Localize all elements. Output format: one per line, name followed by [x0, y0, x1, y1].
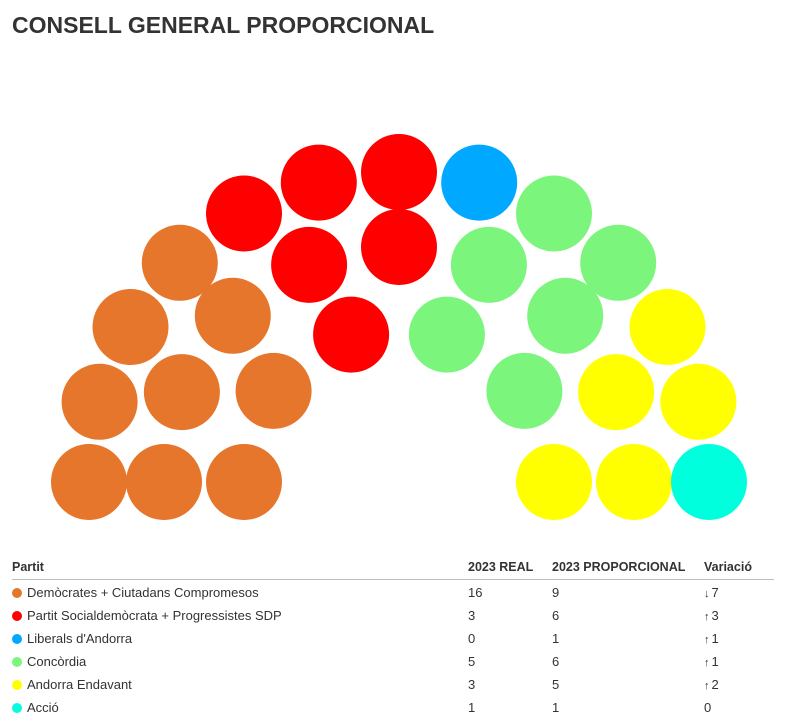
- party-cell: Liberals d'Andorra: [12, 626, 468, 649]
- seat: [361, 134, 437, 210]
- variation-cell: ↑ 1: [704, 649, 774, 672]
- seat: [126, 444, 202, 520]
- chart-title: CONSELL GENERAL PROPORCIONAL: [12, 12, 435, 38]
- header-party: Partit: [12, 556, 468, 580]
- seat: [61, 363, 138, 440]
- variation-value: 2: [711, 676, 719, 692]
- seat: [516, 175, 592, 252]
- real-seats-cell: 3: [468, 607, 476, 623]
- seat: [206, 175, 282, 252]
- real-seats-cell: 1: [468, 699, 476, 715]
- variation-cell: ↑ 2: [704, 672, 774, 695]
- table-row: Andorra Endavant 3 5 ↑ 2: [12, 672, 774, 695]
- seat: [206, 444, 282, 520]
- party-name: Acció: [27, 699, 59, 715]
- real-seats-cell: 3: [468, 676, 476, 692]
- header-real: 2023 REAL: [468, 556, 552, 580]
- party-name: Andorra Endavant: [27, 676, 132, 692]
- table-row: Liberals d'Andorra 0 1 ↑ 1: [12, 626, 774, 649]
- seat: [578, 354, 655, 431]
- arrow-up-icon: ↑: [704, 633, 710, 646]
- variation-value: 1: [711, 653, 719, 669]
- seat: [580, 224, 657, 301]
- variation-value: 7: [711, 584, 719, 600]
- real-seats-cell: 16: [468, 584, 483, 600]
- variation-value: 3: [711, 607, 719, 623]
- seat: [660, 363, 737, 440]
- seat: [361, 209, 437, 285]
- party-cell: Andorra Endavant: [12, 672, 468, 695]
- party-cell: Concòrdia: [12, 649, 468, 672]
- header-variation: Variació: [704, 556, 774, 580]
- seat: [313, 296, 390, 373]
- seat: [143, 354, 220, 431]
- variation-cell: ↓ 7: [704, 580, 774, 604]
- variation-cell: ↑ 3: [704, 603, 774, 626]
- party-cell: Demòcrates + Ciutadans Compromesos: [12, 580, 468, 604]
- party-name: Concòrdia: [27, 653, 87, 669]
- proportional-seats-cell: 1: [552, 630, 560, 646]
- party-color-dot: [12, 656, 22, 667]
- table-row: Demòcrates + Ciutadans Compromesos 16 9 ↓ 7: [12, 580, 774, 604]
- results-table: Partit 2023 REAL 2023 PROPORCIONAL Varia…: [12, 556, 774, 718]
- proportional-seats-cell: 6: [552, 607, 560, 623]
- real-seats-cell: 5: [468, 653, 476, 669]
- party-color-dot: [12, 702, 22, 713]
- seat: [450, 226, 527, 303]
- proportional-seats-cell: 6: [552, 653, 560, 669]
- party-name: Liberals d'Andorra: [27, 630, 133, 646]
- proportional-seats-cell: 5: [552, 676, 560, 692]
- table-row: Concòrdia 5 6 ↑ 1: [12, 649, 774, 672]
- table-row: Acció 1 1 0: [12, 695, 774, 718]
- variation-cell: ↑ 1: [704, 626, 774, 649]
- variation-value: 1: [711, 630, 719, 646]
- party-color-dot: [12, 610, 22, 621]
- arrow-up-icon: ↑: [704, 610, 710, 623]
- party-color-dot: [12, 587, 22, 598]
- arrow-up-icon: ↑: [704, 679, 710, 692]
- header-proportional: 2023 PROPORCIONAL: [552, 556, 704, 580]
- seat: [527, 277, 604, 354]
- seat: [271, 226, 348, 303]
- seat: [408, 296, 485, 373]
- seat: [141, 224, 218, 301]
- seat: [486, 352, 563, 429]
- party-cell: Acció: [12, 695, 468, 718]
- table-header-row: Partit 2023 REAL 2023 PROPORCIONAL Varia…: [12, 556, 774, 580]
- party-name: Partit Socialdemòcrata + Progressistes S…: [27, 607, 282, 623]
- seat: [629, 289, 706, 365]
- seat: [235, 352, 312, 429]
- arrow-up-icon: ↑: [704, 656, 710, 669]
- party-color-dot: [12, 679, 22, 690]
- table-row: Partit Socialdemòcrata + Progressistes S…: [12, 603, 774, 626]
- seat: [92, 289, 169, 365]
- seat: [194, 277, 271, 354]
- seat: [51, 444, 127, 520]
- seat: [441, 144, 518, 221]
- proportional-seats-cell: 1: [552, 699, 560, 715]
- seat: [671, 444, 747, 520]
- party-cell: Partit Socialdemòcrata + Progressistes S…: [12, 603, 468, 626]
- seat: [516, 444, 592, 520]
- real-seats-cell: 0: [468, 630, 476, 646]
- variation-value: 0: [704, 699, 712, 715]
- seat: [280, 144, 357, 221]
- party-color-dot: [12, 633, 22, 644]
- hemicycle-chart: [51, 134, 747, 520]
- party-name: Demòcrates + Ciutadans Compromesos: [27, 584, 259, 600]
- arrow-down-icon: ↓: [704, 587, 710, 600]
- proportional-seats-cell: 9: [552, 584, 560, 600]
- variation-cell: 0: [704, 695, 774, 718]
- seat: [596, 444, 672, 520]
